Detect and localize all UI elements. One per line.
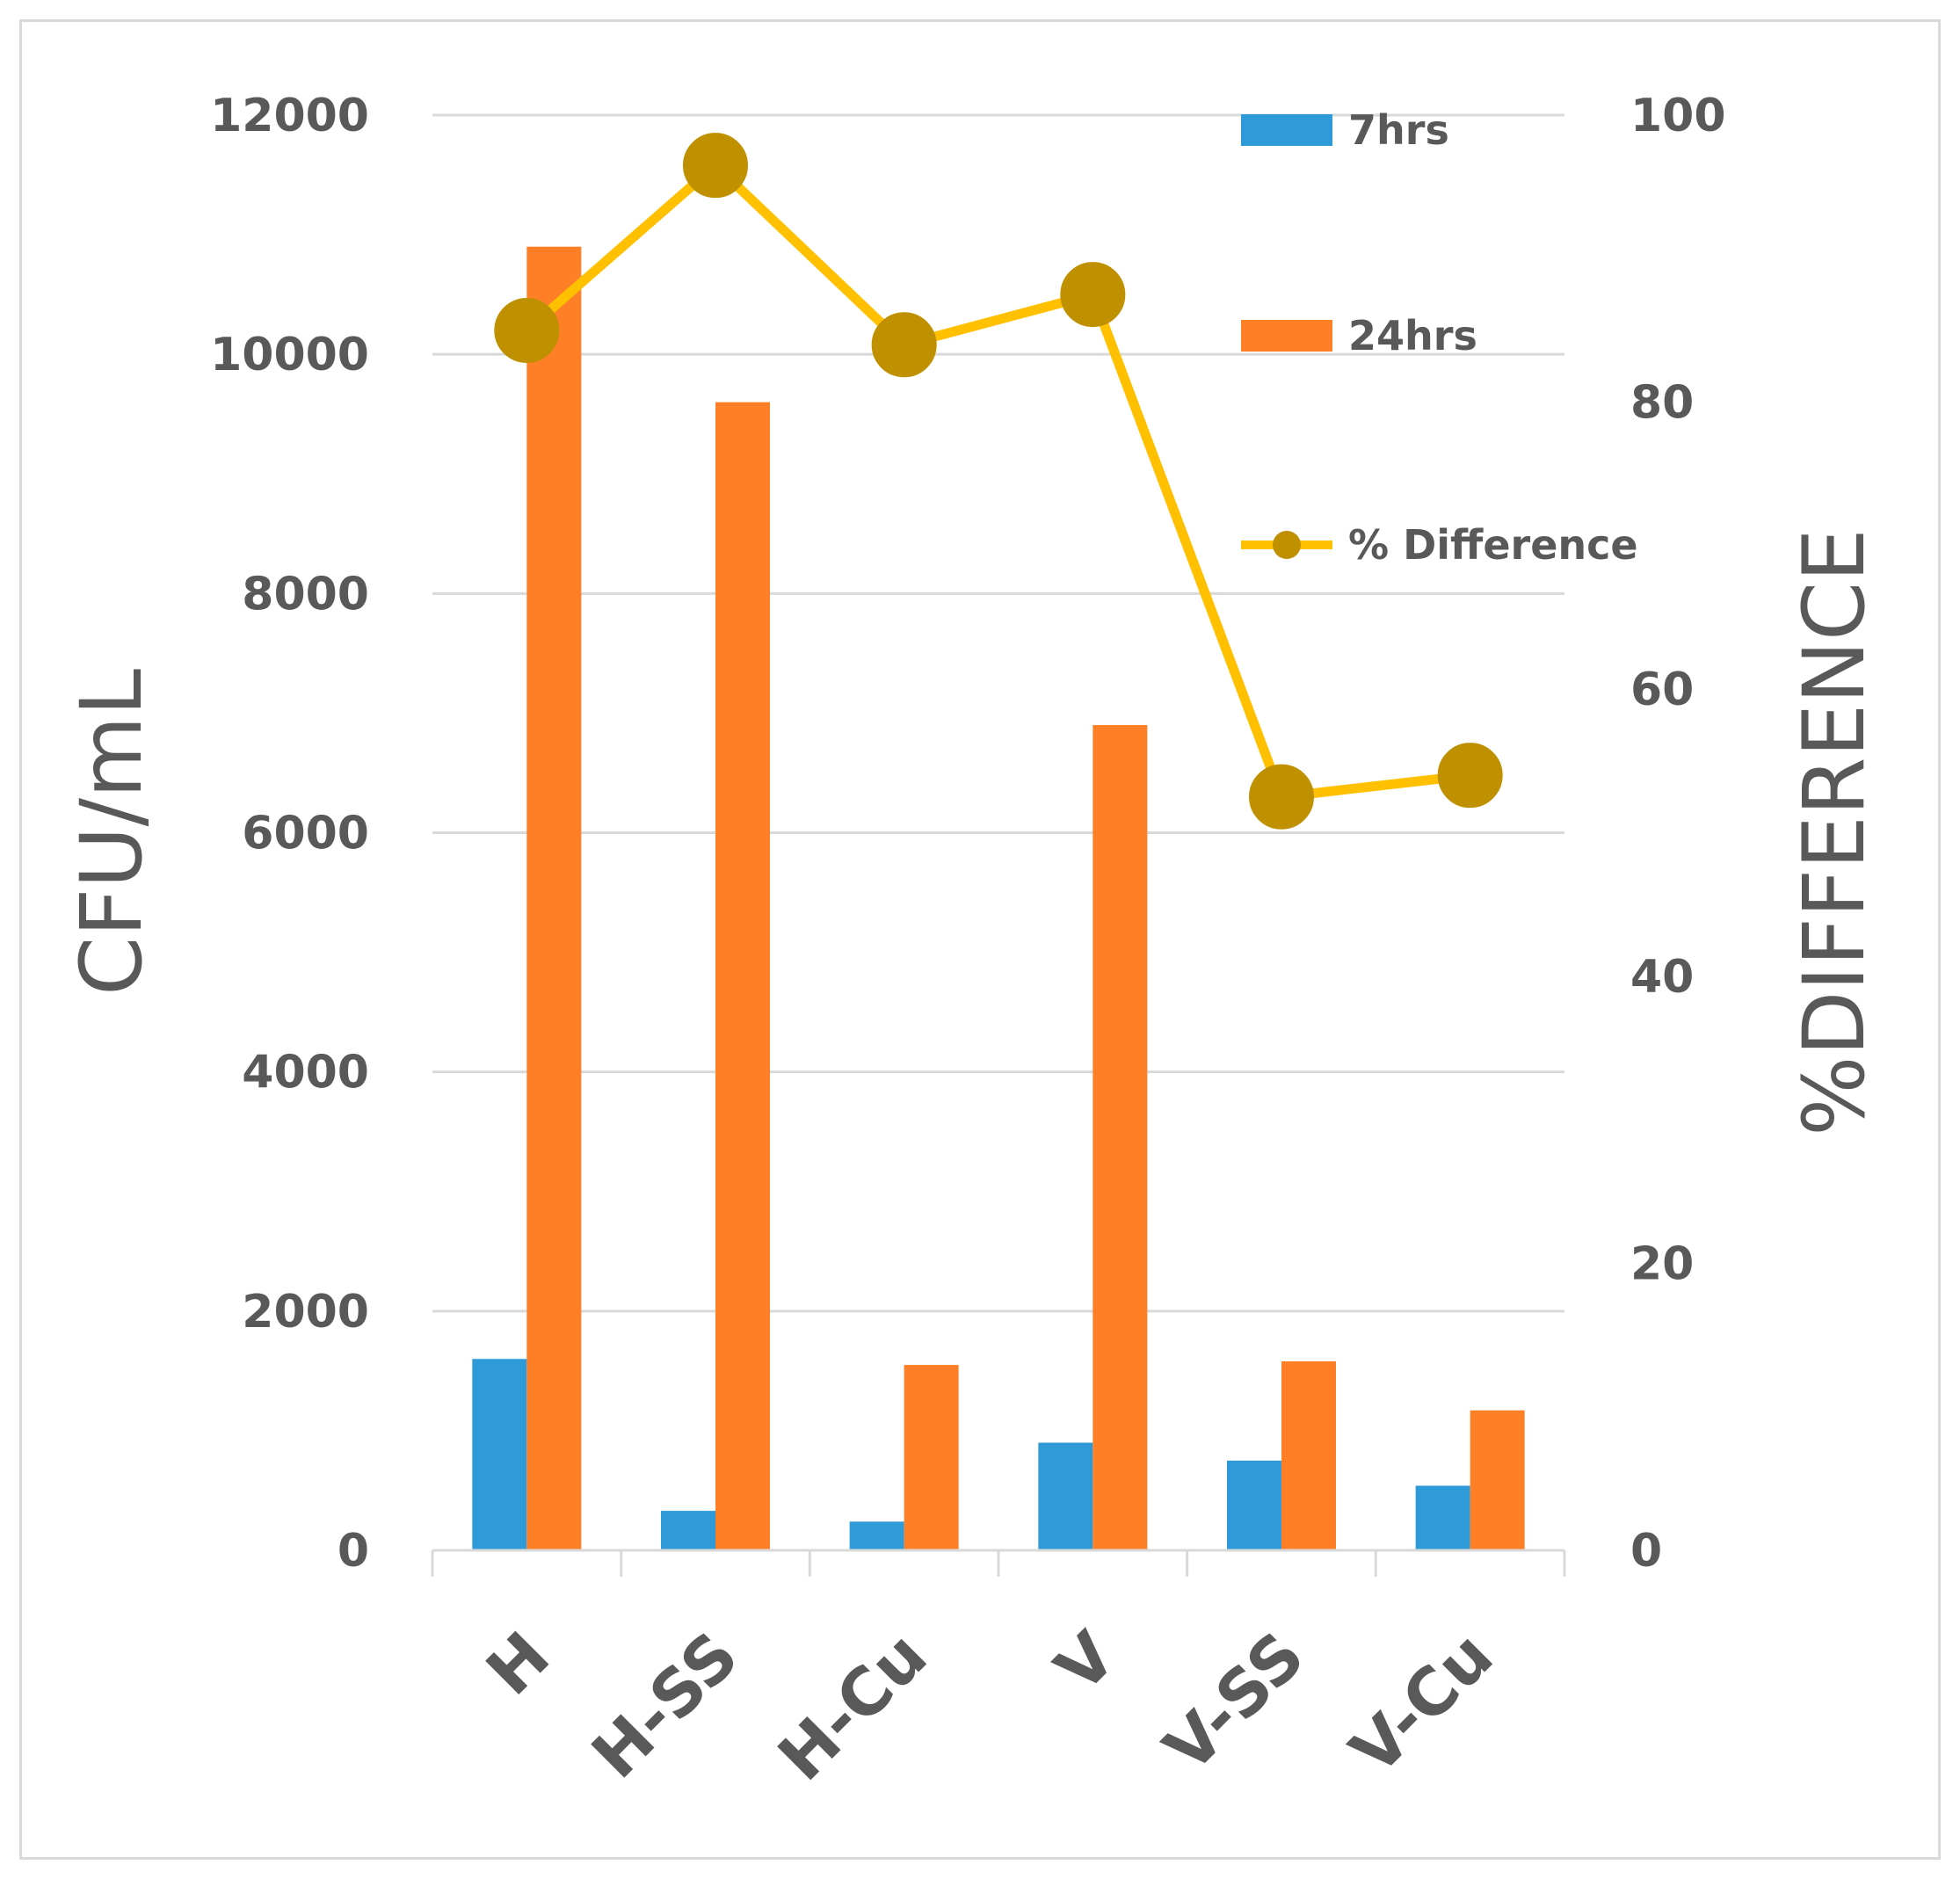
y-tick-label: 10000 bbox=[210, 329, 369, 381]
percent-difference-marker bbox=[1249, 764, 1314, 830]
y-tick-label: 12000 bbox=[210, 90, 369, 142]
legend-label: % Difference bbox=[1348, 521, 1638, 569]
chart-frame bbox=[19, 19, 1941, 1860]
percent-difference-marker bbox=[683, 133, 748, 199]
y-tick-label: 8000 bbox=[242, 568, 369, 620]
percent-difference-marker bbox=[494, 297, 560, 363]
category-label: H bbox=[472, 1618, 564, 1710]
category-labels: H H-SS H-Cu V V-SS V-Cu bbox=[472, 1618, 1507, 1796]
bar-7hrs bbox=[661, 1511, 715, 1550]
y-tick-label: 6000 bbox=[242, 808, 369, 860]
left-axis-ticks: 0 2000 4000 6000 8000 10000 12000 bbox=[210, 90, 369, 1578]
percent-difference-marker bbox=[1060, 262, 1126, 328]
bar-24hrs bbox=[904, 1365, 959, 1550]
y-tick-label: 4000 bbox=[242, 1047, 369, 1099]
y2-tick-label: 40 bbox=[1630, 951, 1694, 1004]
y2-tick-label: 100 bbox=[1630, 90, 1726, 142]
bar-7hrs bbox=[1415, 1485, 1470, 1550]
category-label: V-Cu bbox=[1337, 1618, 1508, 1789]
category-label: H-Cu bbox=[764, 1618, 941, 1796]
y2-tick-label: 20 bbox=[1630, 1237, 1694, 1290]
bars bbox=[472, 246, 1525, 1551]
bar-24hrs bbox=[715, 402, 770, 1551]
legend-label: 24hrs bbox=[1348, 312, 1477, 359]
bar-7hrs bbox=[472, 1359, 527, 1550]
axes bbox=[431, 1549, 1566, 1577]
percent-difference-line-path bbox=[523, 160, 1471, 802]
y2-tick-label: 0 bbox=[1630, 1525, 1662, 1578]
legend-swatch bbox=[1241, 320, 1332, 352]
bar-7hrs bbox=[1227, 1460, 1281, 1550]
category-label: H-SS bbox=[577, 1618, 752, 1793]
percent-difference-marker bbox=[1437, 743, 1503, 809]
gridlines bbox=[432, 113, 1564, 1313]
right-axis-ticks: 0 20 40 60 80 100 bbox=[1630, 90, 1726, 1578]
category-label: V-SS bbox=[1150, 1618, 1318, 1787]
right-axis-title: %DIFFERENCE bbox=[1785, 528, 1884, 1135]
bar-7hrs bbox=[1038, 1442, 1093, 1550]
legend-marker-swatch bbox=[1273, 531, 1301, 559]
left-axis-title: CFU/mL bbox=[62, 669, 161, 996]
percent-difference-line bbox=[494, 133, 1503, 830]
y-tick-label: 0 bbox=[338, 1525, 369, 1578]
bar-24hrs bbox=[1470, 1410, 1525, 1550]
y-tick-label: 2000 bbox=[242, 1286, 369, 1339]
bar-7hrs bbox=[849, 1521, 904, 1550]
y2-tick-label: 60 bbox=[1630, 664, 1694, 716]
legend-label: 7hrs bbox=[1348, 106, 1449, 154]
legend-swatch bbox=[1241, 114, 1332, 146]
percent-difference-marker bbox=[871, 312, 937, 378]
legend: 7hrs 24hrs % Difference bbox=[1241, 106, 1638, 569]
bar-24hrs bbox=[526, 246, 582, 1551]
y2-tick-label: 80 bbox=[1630, 377, 1694, 430]
bar-24hrs bbox=[1093, 725, 1148, 1550]
bar-24hrs bbox=[1281, 1360, 1336, 1550]
category-label: V bbox=[1042, 1618, 1130, 1707]
